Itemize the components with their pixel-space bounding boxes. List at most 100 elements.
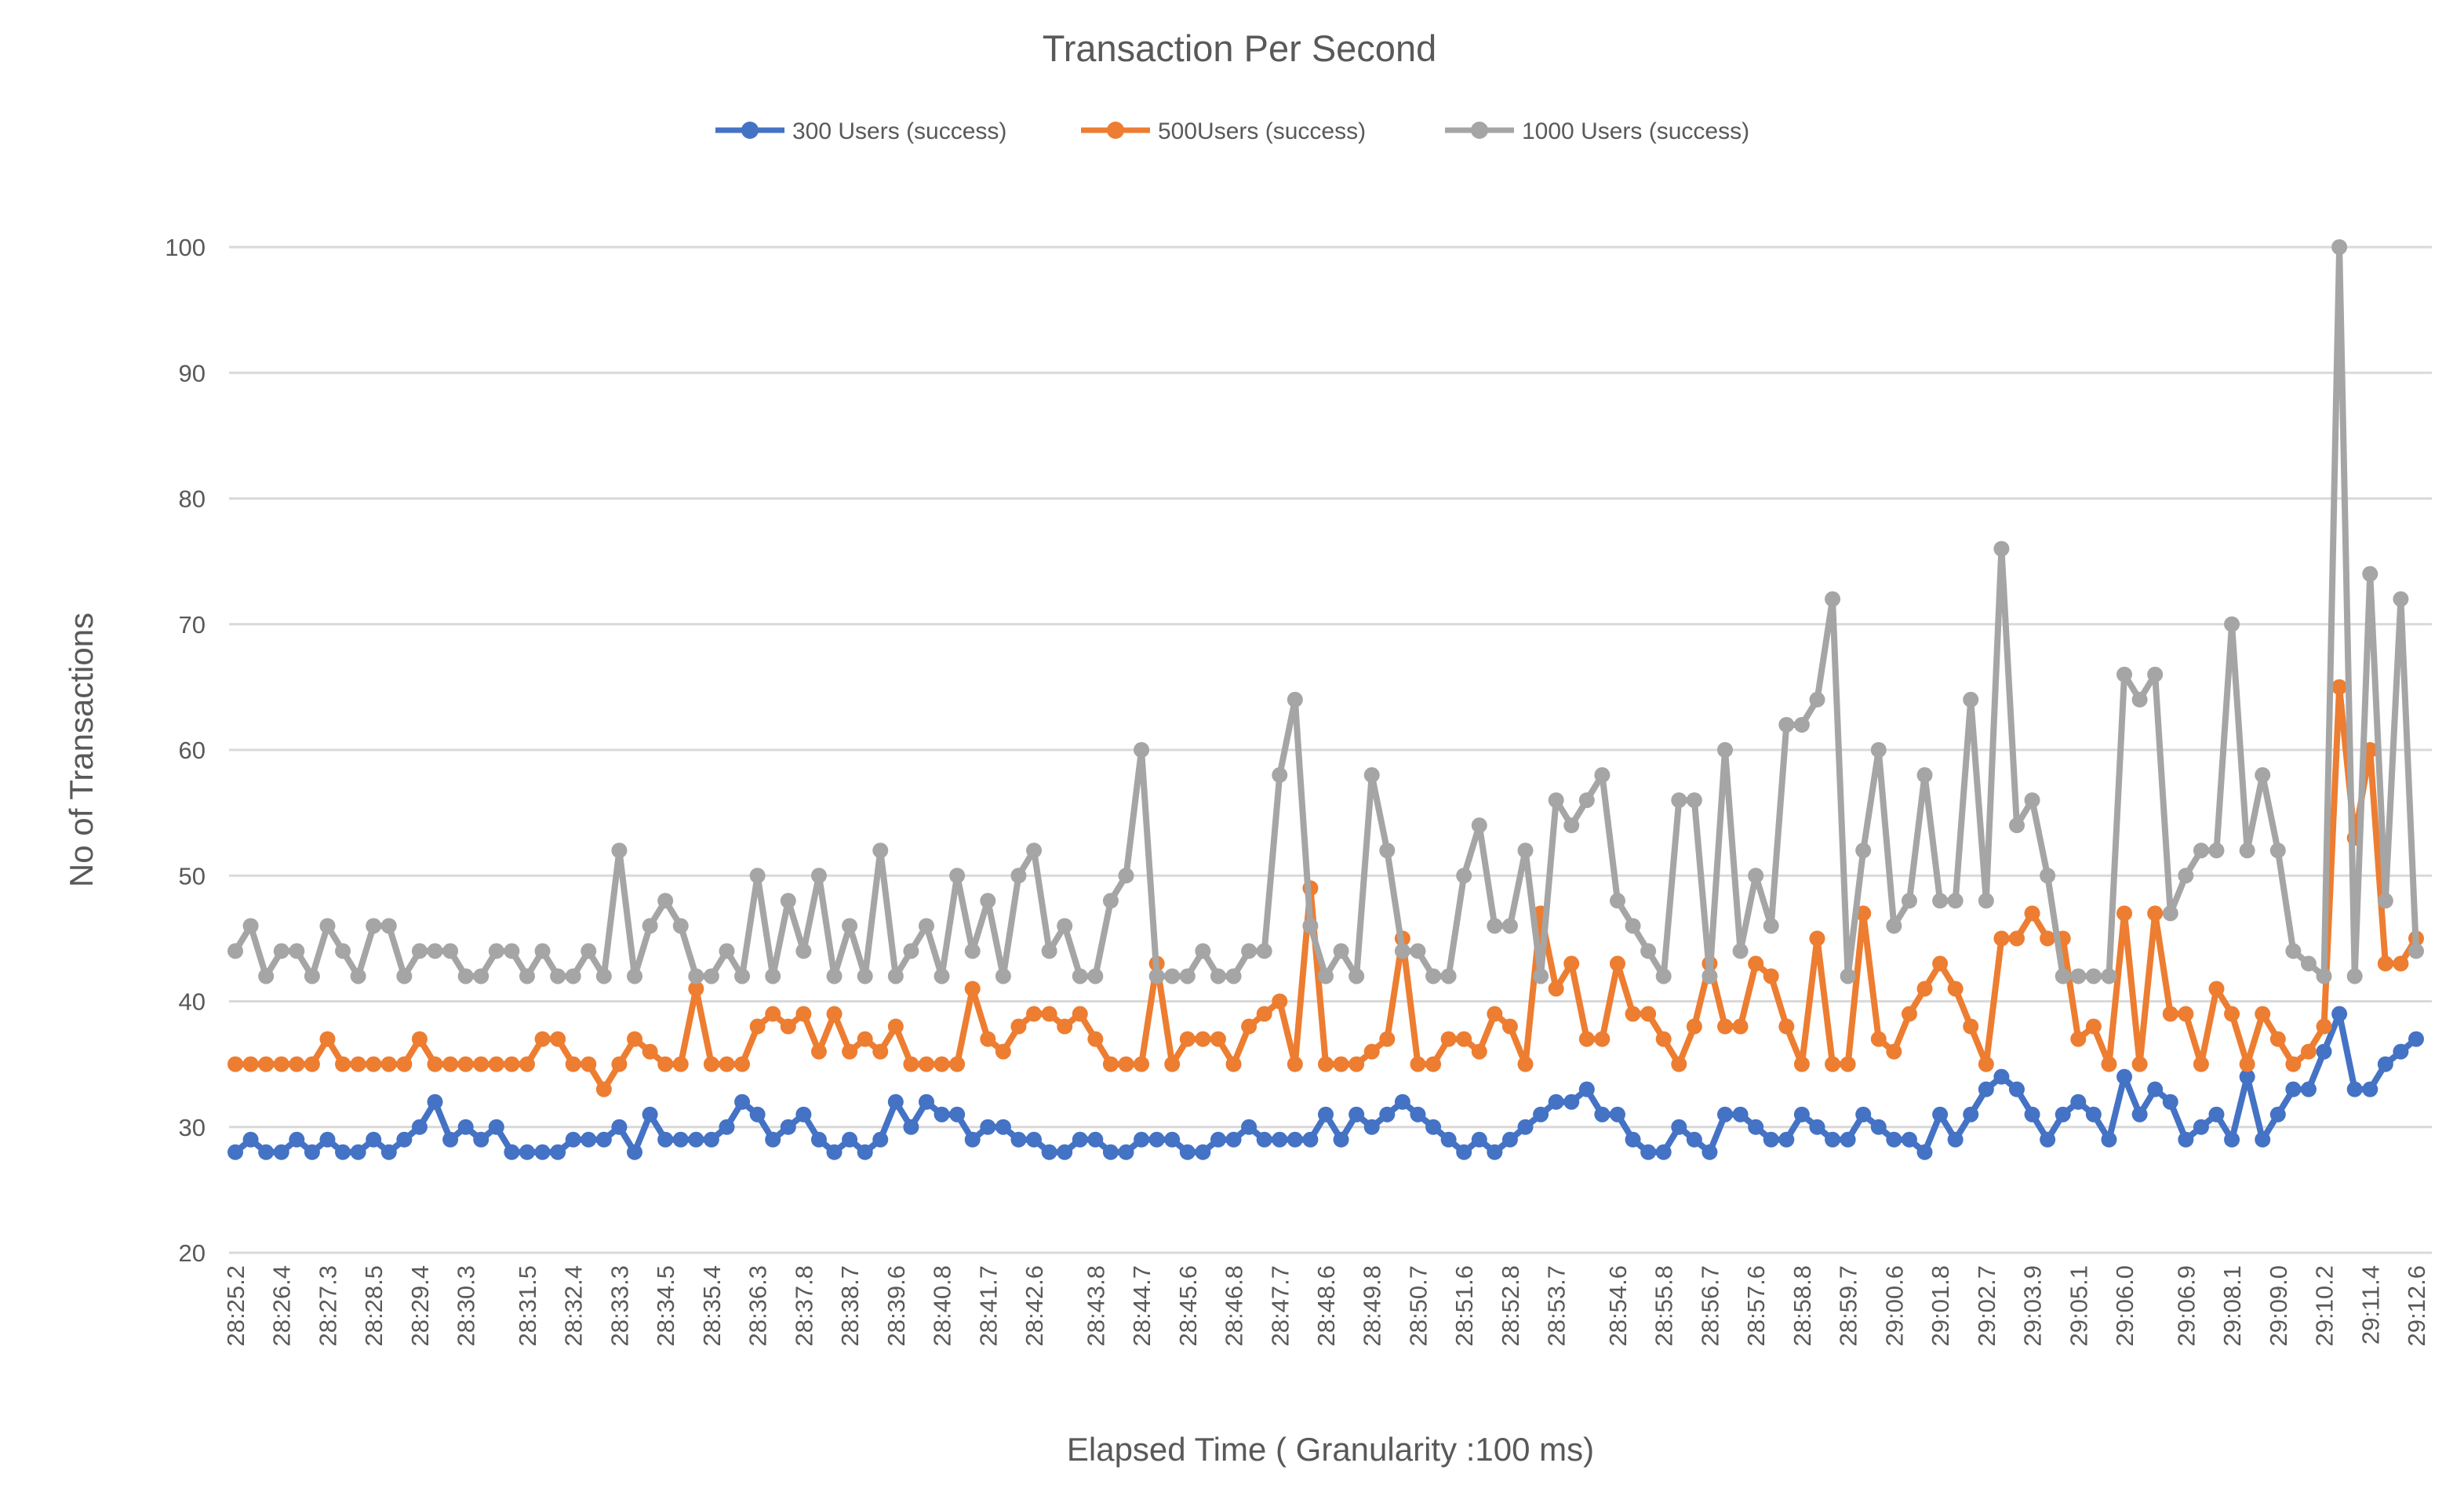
data-point xyxy=(1456,1031,1472,1047)
data-point xyxy=(350,1056,366,1072)
data-point xyxy=(1825,1131,1841,1148)
data-point xyxy=(857,1031,873,1047)
data-point xyxy=(749,868,766,884)
data-point xyxy=(273,943,289,959)
data-point xyxy=(380,1056,397,1072)
data-point xyxy=(2346,1081,2363,1097)
data-point xyxy=(934,1106,950,1123)
data-point xyxy=(1886,918,1902,934)
data-point xyxy=(2408,943,2424,959)
data-point xyxy=(1671,1056,1687,1072)
data-point xyxy=(1702,1144,1718,1160)
data-point xyxy=(2055,968,2071,984)
y-tick-label: 40 xyxy=(179,988,206,1016)
data-point xyxy=(1855,1106,1872,1123)
data-point xyxy=(2224,616,2240,632)
data-point xyxy=(1655,1144,1672,1160)
data-point xyxy=(672,1131,689,1148)
data-point xyxy=(688,968,704,984)
x-tick-label: 28:56.7 xyxy=(1696,1265,1723,1346)
data-point xyxy=(734,1056,751,1072)
data-point xyxy=(2269,842,2286,859)
data-point xyxy=(1087,1031,1104,1047)
data-point xyxy=(442,1131,459,1148)
data-point xyxy=(2178,1006,2194,1022)
data-point xyxy=(427,943,443,959)
data-point xyxy=(1256,943,1272,959)
data-point xyxy=(1655,1031,1672,1047)
data-point xyxy=(595,1131,612,1148)
data-point xyxy=(396,1131,413,1148)
data-point xyxy=(1179,1031,1196,1047)
data-point xyxy=(1932,955,1949,972)
data-point xyxy=(1640,943,1657,959)
data-point xyxy=(350,968,366,984)
series-line-1000-users-success xyxy=(232,244,2419,980)
data-point xyxy=(595,968,612,984)
data-point xyxy=(1717,1106,1734,1123)
data-point xyxy=(427,1056,443,1072)
data-point xyxy=(1010,1131,1027,1148)
data-point xyxy=(2300,955,2317,972)
data-point xyxy=(1471,817,1487,834)
legend-item-1000-users-success: 1000 Users (success) xyxy=(1445,118,1749,144)
data-point xyxy=(1333,1056,1349,1072)
data-point xyxy=(1363,767,1380,784)
data-point xyxy=(1978,893,1994,909)
gridlines xyxy=(229,246,2432,1254)
data-point xyxy=(1410,943,1426,959)
data-point xyxy=(903,943,919,959)
data-point xyxy=(2239,1068,2255,1085)
x-tick-label: 28:25.2 xyxy=(222,1265,249,1346)
data-point xyxy=(1963,1018,1979,1035)
data-point xyxy=(550,1144,566,1160)
data-point xyxy=(2131,691,2148,708)
data-point xyxy=(995,1043,1011,1060)
data-point xyxy=(1993,540,2010,557)
data-point xyxy=(1410,1056,1426,1072)
data-point xyxy=(1164,1131,1181,1148)
data-point xyxy=(1164,1056,1181,1072)
data-point xyxy=(2131,1056,2148,1072)
data-point xyxy=(2040,930,2056,947)
x-tick-label: 28:30.3 xyxy=(453,1265,480,1346)
data-point xyxy=(504,943,520,959)
data-point xyxy=(1363,1043,1380,1060)
data-point xyxy=(2131,1106,2148,1123)
data-point xyxy=(2316,1018,2332,1035)
x-tick-label: 28:57.6 xyxy=(1742,1265,1770,1346)
data-point xyxy=(672,918,689,934)
data-point xyxy=(519,1144,535,1160)
x-tick-label: 28:27.3 xyxy=(314,1265,341,1346)
data-point xyxy=(949,1056,966,1072)
x-tick-label: 28:29.4 xyxy=(406,1265,434,1346)
x-tick-label: 28:54.6 xyxy=(1604,1265,1632,1346)
data-point xyxy=(1348,1106,1365,1123)
data-point xyxy=(719,943,735,959)
data-point xyxy=(1609,893,1625,909)
data-point xyxy=(1118,1056,1134,1072)
y-tick-label: 20 xyxy=(179,1239,206,1267)
data-point xyxy=(1578,1031,1595,1047)
data-point xyxy=(2101,968,2117,984)
data-point xyxy=(2377,955,2393,972)
data-point xyxy=(1548,792,1564,809)
data-point xyxy=(442,943,459,959)
data-point xyxy=(795,1006,812,1022)
data-point xyxy=(2085,1018,2102,1035)
data-point xyxy=(2208,842,2225,859)
data-point xyxy=(2255,1006,2271,1022)
data-point xyxy=(1501,918,1518,934)
data-point xyxy=(1916,767,1933,784)
data-point xyxy=(1855,905,1872,922)
x-tick-label: 28:50.7 xyxy=(1404,1265,1432,1346)
data-point xyxy=(1072,1006,1088,1022)
data-point xyxy=(1671,1119,1687,1135)
data-point xyxy=(627,968,643,984)
data-point xyxy=(2285,1081,2302,1097)
data-point xyxy=(1501,1131,1518,1148)
data-point xyxy=(1778,1018,1795,1035)
data-point xyxy=(2193,842,2209,859)
data-point xyxy=(2377,893,2393,909)
